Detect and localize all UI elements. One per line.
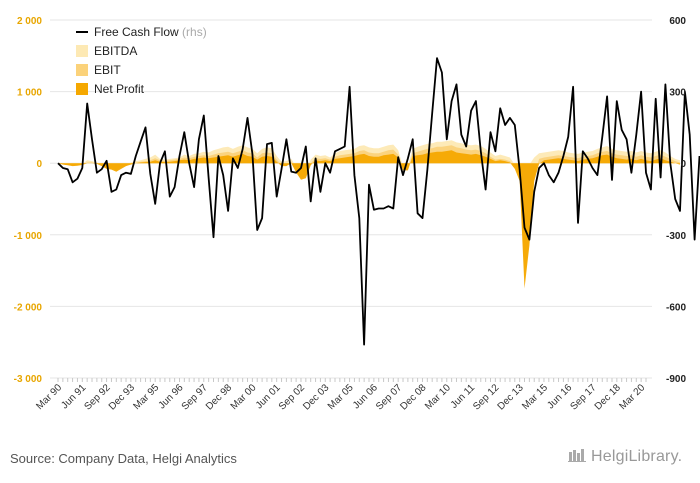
helgi-library-logo: HelgiLibrary.	[568, 448, 682, 466]
left-tick-label: 1 000	[17, 88, 42, 99]
x-tick-label: Dec 18	[593, 382, 623, 412]
right-tick-label: 0	[680, 159, 686, 170]
x-tick-label: Dec 13	[496, 382, 526, 412]
x-tick-label: Mar 90	[34, 382, 64, 412]
legend-label-fcf: Free Cash Flow (rhs)	[94, 25, 207, 39]
x-tick-label: Sep 07	[374, 382, 404, 412]
x-tick-label: Dec 03	[301, 382, 331, 412]
legend-label-net_profit: Net Profit	[94, 82, 145, 96]
line-series	[57, 57, 700, 346]
legend-label-ebit: EBIT	[94, 63, 121, 77]
net-profit-area	[58, 150, 680, 289]
legend-unit: (rhs)	[179, 25, 207, 39]
right-tick-label: -900	[666, 374, 686, 385]
area-series	[58, 140, 680, 289]
grid-lines	[50, 19, 652, 379]
right-axis: 600 300 0 -300 -600 -900	[666, 16, 686, 385]
x-tick-label: Sep 02	[277, 382, 307, 412]
right-tick-label: -600	[666, 302, 686, 313]
legend-swatch-net_profit	[76, 83, 88, 95]
legend-swatch-ebitda	[76, 45, 88, 57]
library-icon	[568, 449, 586, 462]
x-tick-label: Mar 15	[520, 382, 550, 412]
x-tick-label: Mar 00	[229, 382, 259, 412]
source-note: Source: Company Data, Helgi Analytics	[10, 451, 237, 466]
legend-label-ebitda: EBITDA	[94, 44, 137, 58]
left-tick-label: 2 000	[17, 16, 42, 27]
x-tick-label: Sep 17	[568, 382, 598, 412]
left-tick-label: -2 000	[14, 302, 43, 313]
legend-swatch-ebit	[76, 64, 88, 76]
x-tick-label: Dec 08	[398, 382, 428, 412]
x-tick-label: Mar 20	[617, 382, 647, 412]
x-tick-label: Sep 12	[471, 382, 501, 412]
left-tick-label: -1 000	[14, 231, 43, 242]
left-tick-label: -3 000	[14, 374, 43, 385]
x-tick-label: Mar 10	[423, 382, 453, 412]
free-cash-flow-line	[57, 57, 700, 346]
x-tick-label: Dec 98	[204, 382, 234, 412]
legend: Free Cash Flow (rhs) EBITDA EBIT Net Profit	[76, 25, 207, 96]
x-tick-label: Mar 05	[326, 382, 356, 412]
right-tick-label: -300	[666, 231, 686, 242]
x-tick-label: Sep 97	[180, 382, 210, 412]
left-axis: 2 000 1 000 0 -1 000 -2 000 -3 000	[14, 16, 43, 385]
logo-text: HelgiLibrary.	[591, 448, 683, 465]
x-tick-label: Dec 93	[107, 382, 137, 412]
x-tick-label: Sep 92	[83, 382, 113, 412]
right-tick-label: 300	[669, 88, 686, 99]
x-tick-label: Mar 95	[132, 382, 162, 412]
right-tick-label: 600	[669, 16, 686, 27]
left-tick-label: 0	[36, 159, 42, 170]
